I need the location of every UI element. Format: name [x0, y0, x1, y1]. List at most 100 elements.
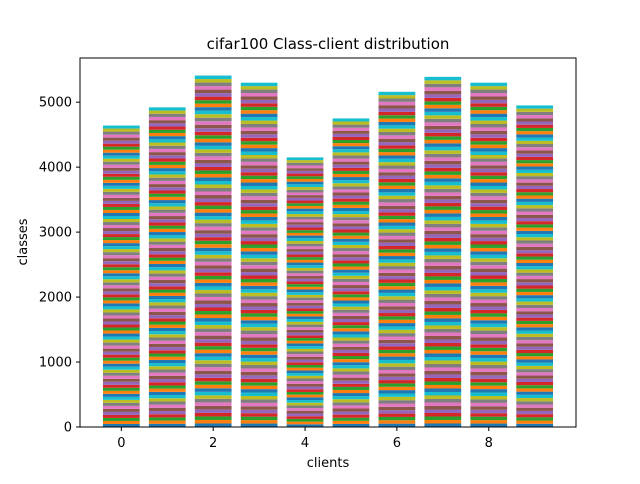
bar-segment — [516, 311, 554, 315]
bar-segment — [378, 323, 416, 327]
bar-segment — [286, 316, 324, 320]
bar-segment — [240, 365, 278, 369]
bar-segment — [424, 195, 462, 200]
bar-segment — [332, 244, 370, 249]
bar-segment — [332, 124, 370, 128]
bar-segment — [102, 399, 140, 403]
bar-segment — [470, 254, 508, 259]
bar-segment — [286, 351, 324, 355]
bar-segment — [240, 361, 278, 366]
bar-segment — [194, 198, 232, 203]
bar-segment — [148, 244, 186, 249]
bar-segment — [240, 117, 278, 121]
bar-segment — [194, 296, 232, 301]
bar-segment — [516, 320, 554, 325]
bar-segment — [148, 209, 186, 213]
bar-segment — [286, 265, 324, 268]
bar-segment — [102, 228, 140, 232]
bar-segment — [332, 269, 370, 273]
bar-segment — [424, 104, 462, 109]
bar-segment — [470, 120, 508, 124]
bar-segment — [194, 79, 232, 83]
bar-segment — [378, 423, 416, 427]
bar-segment — [378, 232, 416, 236]
bar-segment — [148, 120, 186, 124]
bar-segment — [102, 249, 140, 253]
bar-segment — [286, 278, 324, 282]
bar-segment — [378, 111, 416, 116]
bar-segment — [148, 232, 186, 236]
bar-segment — [194, 149, 232, 153]
bar-segment — [194, 360, 232, 364]
bar-segment — [516, 378, 554, 382]
bar-segment — [102, 140, 140, 144]
bar-segment — [286, 289, 324, 293]
bar-segment — [470, 175, 508, 180]
bar-segment — [240, 275, 278, 279]
bar-segment — [240, 320, 278, 324]
bar-segment — [378, 152, 416, 156]
bar-segment — [194, 286, 232, 290]
bar-segment — [332, 343, 370, 347]
bar-segment — [516, 156, 554, 161]
bar-segment — [516, 269, 554, 273]
bar-segment — [424, 101, 462, 105]
bar-segment — [516, 144, 554, 148]
bar-segment — [102, 222, 140, 226]
bar-segment — [102, 408, 140, 412]
bar-segment — [286, 165, 324, 169]
bar-segment — [286, 259, 324, 263]
bar-segment — [516, 314, 554, 318]
bar-segment — [424, 367, 462, 371]
bar-segment — [332, 146, 370, 150]
bar-segment — [148, 318, 186, 322]
bar-segment — [378, 145, 416, 149]
bar-segment — [194, 388, 232, 392]
bar-segment — [102, 146, 140, 150]
bar-segment — [286, 160, 324, 163]
bar-segment — [148, 180, 186, 185]
bar-segment — [378, 336, 416, 340]
bar-segment — [102, 312, 140, 316]
bar-segment — [332, 325, 370, 329]
bar-segment — [240, 103, 278, 107]
bar-segment — [470, 313, 508, 317]
bar-segment — [240, 172, 278, 176]
bar-segment — [516, 279, 554, 283]
bar-segment — [424, 276, 462, 280]
bar-segment — [148, 372, 186, 376]
bar-segment — [470, 265, 508, 269]
bar-segment — [102, 206, 140, 210]
bar-segment — [424, 405, 462, 410]
bar-segment — [516, 282, 554, 286]
bar-segment — [470, 306, 508, 310]
bar-segment — [332, 198, 370, 202]
bar-segment — [378, 235, 416, 240]
bar-segment — [194, 275, 232, 280]
bar-segment — [378, 252, 416, 257]
bar-segment — [194, 195, 232, 199]
bar-segment — [378, 138, 416, 143]
bar-segment — [378, 313, 416, 317]
bar-segment — [194, 391, 232, 396]
bar-segment — [332, 217, 370, 221]
bar-segment — [516, 414, 554, 418]
bar-segment — [194, 166, 232, 171]
bar-segment — [286, 224, 324, 228]
bar-segment — [240, 196, 278, 200]
bar-segment — [470, 230, 508, 235]
bar-segment — [148, 340, 186, 344]
bar-segment — [332, 393, 370, 397]
bar-segment — [424, 80, 462, 84]
bar-segment — [424, 146, 462, 151]
bar-segment — [102, 318, 140, 322]
bar-segment — [194, 261, 232, 266]
bar-segment — [194, 321, 232, 326]
bar-segment — [240, 82, 278, 87]
bar-segment — [378, 199, 416, 203]
bar-segment — [378, 356, 416, 360]
bar-segment — [424, 143, 462, 147]
y-axis-label: classes — [16, 218, 31, 265]
bar-segment — [516, 134, 554, 138]
bar-segment — [102, 137, 140, 141]
